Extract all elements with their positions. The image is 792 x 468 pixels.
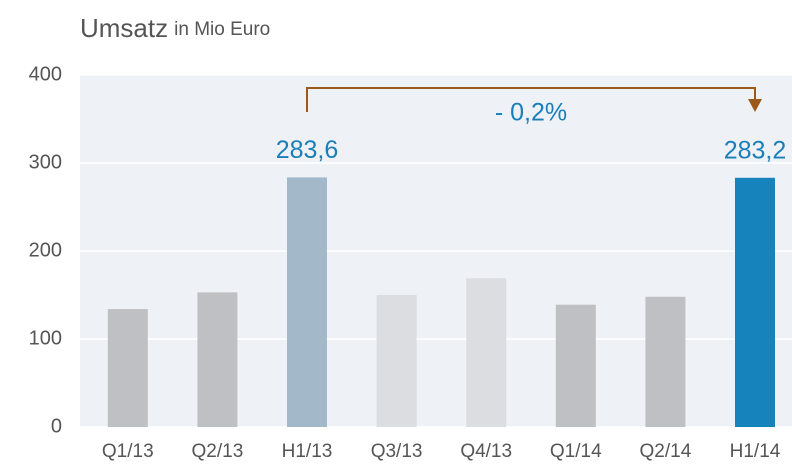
bar bbox=[645, 296, 686, 427]
arrow-head bbox=[748, 99, 762, 112]
data-label: 283,6 bbox=[276, 136, 339, 164]
bar bbox=[197, 292, 238, 427]
bar bbox=[735, 177, 775, 427]
bracket bbox=[306, 87, 756, 112]
bar bbox=[555, 304, 596, 427]
bar bbox=[107, 309, 148, 427]
x-tick-label: H1/13 bbox=[282, 441, 333, 462]
title: Umsatz bbox=[80, 13, 168, 43]
y-tick-label: 300 bbox=[29, 151, 62, 173]
x-tick-label: Q2/13 bbox=[192, 441, 244, 462]
annotation: - 0,2% bbox=[495, 99, 567, 127]
subtitle: in Mio Euro bbox=[174, 19, 270, 40]
bar bbox=[376, 295, 417, 427]
bar bbox=[466, 278, 507, 427]
y-tick-label: 200 bbox=[29, 239, 62, 261]
bar bbox=[287, 177, 327, 427]
x-tick-label: Q1/14 bbox=[550, 441, 602, 462]
y-tick-label: 400 bbox=[29, 63, 62, 85]
y-tick-label: 0 bbox=[51, 415, 62, 437]
y-tick-label: 100 bbox=[29, 327, 62, 349]
chart-title: Umsatz in Mio Euro bbox=[80, 13, 270, 43]
x-tick-label: Q4/13 bbox=[460, 441, 512, 462]
x-tick-label: H1/14 bbox=[730, 441, 781, 462]
x-tick-label: Q2/14 bbox=[640, 441, 692, 462]
data-label: 283,2 bbox=[724, 136, 787, 164]
x-tick-label: Q1/13 bbox=[102, 441, 154, 462]
x-tick-label: Q3/13 bbox=[371, 441, 423, 462]
